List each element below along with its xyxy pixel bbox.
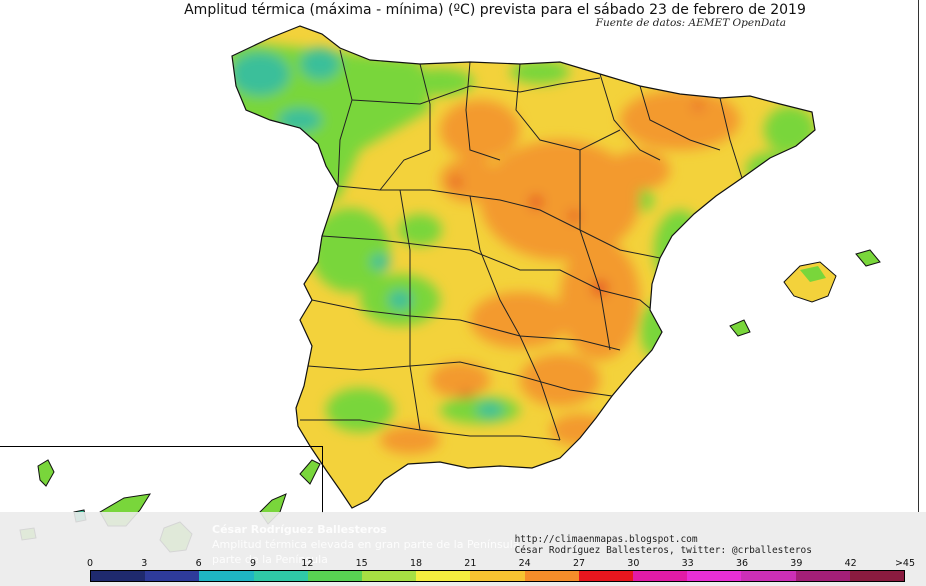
scale-tick-label: 30 <box>627 558 640 569</box>
faded-overlay-text: César Rodríguez Ballesteros Amplitud tér… <box>212 522 642 567</box>
scale-swatch <box>362 571 417 581</box>
data-source: Fuente de datos: AEMET OpenData <box>595 17 786 29</box>
scale-swatch <box>199 571 254 581</box>
color-scale-bar <box>90 570 905 582</box>
scale-swatch <box>253 571 308 581</box>
scale-tick-label: 18 <box>409 558 423 569</box>
scale-tick-label: 24 <box>518 558 531 569</box>
scale-tick-label: 39 <box>790 558 803 569</box>
scale-swatch <box>416 571 471 581</box>
scale-swatch <box>687 571 742 581</box>
scale-tick-label: 36 <box>735 558 749 569</box>
map-border-right <box>918 0 919 512</box>
scale-swatch <box>795 571 850 581</box>
scale-tick-label: 6 <box>195 558 202 569</box>
scale-tick-label: >45 <box>894 558 916 569</box>
map-title: Amplitud térmica (máxima - mínima) (ºC) … <box>184 2 806 18</box>
scale-swatch <box>849 571 905 581</box>
scale-tick-labels: 0 3 6 9 12 15 18 21 24 27 30 33 36 39 42 >45 <box>86 558 915 570</box>
credit-block: http://climaenmapas.blogspot.com César R… <box>515 534 812 556</box>
scale-swatch <box>741 571 796 581</box>
scale-tick-label: 42 <box>844 558 857 569</box>
overlay-heading: César Rodríguez Ballesteros <box>212 523 387 536</box>
scale-swatch <box>524 571 579 581</box>
scale-swatch <box>91 571 146 581</box>
scale-tick-label: 9 <box>249 558 257 569</box>
scale-tick-label: 27 <box>572 558 586 569</box>
scale-swatch <box>578 571 634 581</box>
scale-tick-label: 3 <box>141 558 148 569</box>
scale-swatch <box>633 571 688 581</box>
scale-swatch <box>307 571 363 581</box>
canary-inset-frame <box>0 446 323 513</box>
balearic-islands <box>729 249 881 337</box>
overlay-line-1: Amplitud térmica elevada en gran parte d… <box>212 538 520 551</box>
scale-tick-label: 15 <box>355 558 368 569</box>
scale-tick-label: 0 <box>86 558 94 569</box>
overlay-line-2: parte de la Península <box>212 553 328 566</box>
scale-tick-label: 12 <box>301 558 314 569</box>
scale-swatch <box>145 571 200 581</box>
credit-author: César Rodríguez Ballesteros, twitter: @c… <box>514 545 812 556</box>
scale-swatch <box>470 571 525 581</box>
scale-tick-label: 21 <box>464 558 477 569</box>
scale-tick-label: 33 <box>681 558 694 569</box>
credit-url: http://climaenmapas.blogspot.com <box>514 534 698 545</box>
region-borders <box>300 49 743 441</box>
